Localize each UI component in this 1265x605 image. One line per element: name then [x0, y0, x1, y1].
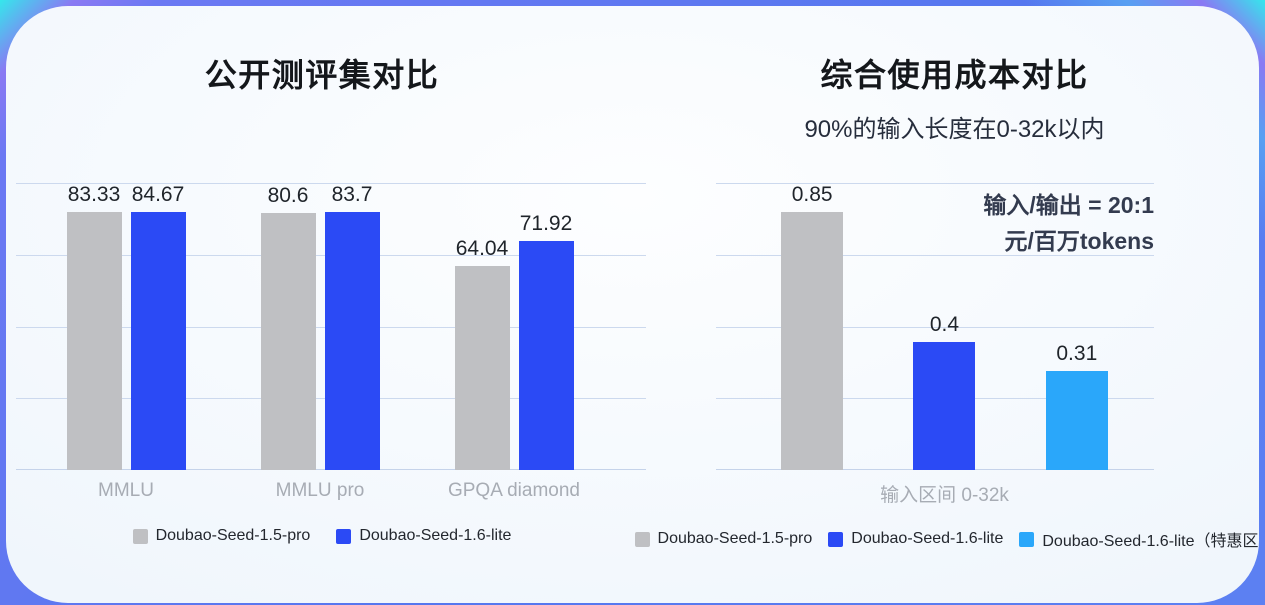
legend-label: Doubao-Seed-1.5-pro [155, 527, 311, 544]
legend-swatch-blue [336, 528, 352, 544]
bar-wrap: 0.4 [913, 183, 976, 470]
bar-value-label: 83.7 [331, 183, 373, 206]
cost-chart: 综合使用成本对比 90%的输入长度在0-32k以内 输入/输出 = 20:1 元… [634, 6, 1259, 603]
gridline [716, 326, 1154, 328]
benchmark-plot-area: 83.33 84.67 MMLU 80.6 [16, 183, 646, 501]
gridline [716, 183, 1154, 184]
category-label-mmlu: MMLU [98, 480, 154, 501]
benchmark-chart: 公开测评集对比 83.33 84.67 [6, 6, 646, 603]
bar-wrap: 64.04 [454, 183, 510, 470]
gridline [16, 183, 646, 184]
annotation-line-unit: 元/百万tokens [1004, 228, 1154, 254]
category-label-gpqa-diamond: GPQA diamond [447, 480, 581, 501]
cost-chart-subtitle: 90%的输入长度在0-32k以内 [804, 116, 1105, 143]
benchmark-bar-groups: 83.33 84.67 MMLU 80.6 [29, 183, 611, 501]
bar-group-mmlu: 83.33 84.67 MMLU [66, 183, 186, 501]
bar-wrap: 83.33 [66, 183, 122, 470]
bar-seed-1-6-lite-mmlu-pro [324, 212, 380, 470]
bar-cost-seed-1-6-lite-discount [1045, 371, 1108, 470]
legend-item-seed-1-6-lite: Doubao-Seed-1.6-lite [828, 530, 1003, 548]
legend-item-seed-1-6-lite: Doubao-Seed-1.6-lite [336, 527, 511, 545]
bar-value-label: 80.6 [267, 183, 309, 207]
content-card: 公开测评集对比 83.33 84.67 [6, 6, 1259, 603]
legend-swatch-blue [828, 531, 844, 547]
bar-group-input-0-32k: 0.85 0.4 0.31 输入区间 0-32k [746, 183, 1143, 506]
bar-seed-1-5-pro-mmlu-pro [260, 212, 316, 470]
legend-label: Doubao-Seed-1.6-lite（特惠区） [1042, 533, 1259, 550]
bar-value-label: 0.31 [1056, 342, 1098, 366]
bar-value-label: 0.4 [929, 313, 960, 337]
bar-wrap: 83.7 [324, 183, 380, 470]
bar-seed-1-5-pro-mmlu [66, 212, 122, 470]
bar-seed-1-6-lite-gpqa [518, 240, 574, 470]
gridline [716, 254, 1154, 256]
benchmark-chart-title: 公开测评集对比 [204, 57, 440, 93]
cost-plot-area: 0.85 0.4 0.31 输入区间 0-32k [716, 183, 1154, 506]
bar-wrap: 71.92 [518, 183, 574, 470]
bar-cost-seed-1-6-lite [913, 342, 976, 470]
legend-item-seed-1-6-lite-discount: Doubao-Seed-1.6-lite（特惠区） [1019, 527, 1259, 551]
bar-wrap: 80.6 [260, 183, 316, 470]
bar-seed-1-5-pro-gpqa [454, 265, 510, 470]
bar-wrap: 0.31 [1045, 183, 1108, 470]
bar-seed-1-6-lite-mmlu [130, 212, 186, 470]
legend-item-seed-1-5-pro: Doubao-Seed-1.5-pro [634, 530, 813, 548]
bar-wrap: 84.67 [130, 183, 186, 470]
bar-value-label: 0.85 [791, 183, 833, 206]
category-label-input-range: 输入区间 0-32k [880, 485, 1009, 506]
legend-swatch-lightblue [1019, 531, 1035, 547]
benchmark-legend: Doubao-Seed-1.5-pro Doubao-Seed-1.6-lite [6, 527, 638, 545]
bar-group-mmlu-pro: 80.6 83.7 MMLU pro [260, 183, 380, 501]
legend-label: Doubao-Seed-1.5-pro [657, 530, 813, 547]
cost-chart-title: 综合使用成本对比 [820, 57, 1089, 93]
category-label-mmlu-pro: MMLU pro [275, 480, 365, 501]
bar-value-label: 71.92 [519, 211, 573, 235]
legend-swatch-gray [634, 531, 650, 547]
bar-wrap: 0.85 [781, 183, 844, 470]
bar-value-label: 64.04 [455, 236, 509, 260]
bar-cost-seed-1-5-pro [781, 212, 844, 470]
bar-group-gpqa-diamond: 64.04 71.92 GPQA diamond [448, 183, 580, 501]
cost-annotation: 输入/输出 = 20:1 元/百万tokens [983, 187, 1154, 259]
bar-value-label: 84.67 [131, 183, 185, 206]
cost-legend: Doubao-Seed-1.5-pro Doubao-Seed-1.6-lite… [634, 527, 1259, 551]
bar-value-label: 83.33 [67, 183, 121, 206]
legend-item-seed-1-5-pro: Doubao-Seed-1.5-pro [132, 527, 311, 545]
cost-bar-groups: 0.85 0.4 0.31 输入区间 0-32k [746, 183, 1143, 506]
legend-label: Doubao-Seed-1.6-lite [851, 530, 1004, 547]
annotation-line-ratio: 输入/输出 = 20:1 [983, 192, 1154, 218]
legend-label: Doubao-Seed-1.6-lite [359, 527, 512, 544]
legend-swatch-gray [132, 528, 148, 544]
